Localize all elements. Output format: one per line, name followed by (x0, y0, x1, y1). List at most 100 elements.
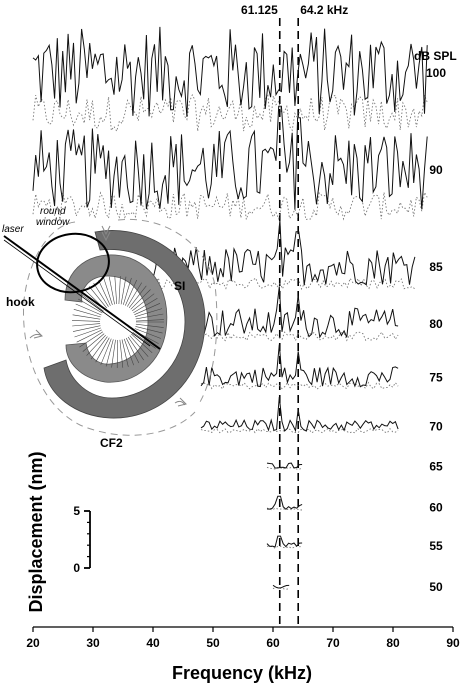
fiber-line (74, 327, 102, 338)
x-tick-label: 50 (206, 636, 220, 650)
trace-noise-floor-85 (152, 276, 416, 291)
x-axis-label: Frequency (kHz) (172, 663, 312, 683)
fiber-line (75, 303, 102, 316)
fiber-line (125, 337, 140, 364)
trace-60 (266, 495, 303, 510)
fiber-line (88, 286, 107, 309)
inset-outline-dashed-top (117, 218, 218, 403)
trace-noise-floor-60 (266, 507, 303, 511)
scale-bar-label-5: 5 (73, 504, 80, 518)
fiber-line (72, 325, 101, 332)
fiber-line (134, 303, 161, 315)
fiber-line (129, 335, 149, 357)
si-label: SI (174, 279, 185, 293)
trace-80 (200, 286, 399, 339)
level-label-100: 100 (426, 66, 446, 80)
scale-bar: 5 0 (73, 504, 91, 575)
fiber-line (100, 338, 112, 365)
fiber-line (123, 338, 134, 366)
level-labels: 100 90 85 80 75 70 65 60 55 50 (426, 66, 446, 594)
fiber-line (72, 314, 101, 320)
fiber-line (93, 282, 109, 307)
fiber-line (133, 298, 158, 313)
trace-65 (266, 462, 303, 469)
fiber-line (128, 285, 147, 308)
fiber-line (72, 323, 101, 327)
trace-noise-floor-80 (200, 331, 399, 342)
fiber-line (135, 326, 163, 334)
marker-label: 61.125 (241, 3, 278, 17)
round-window-label-line1: round (40, 206, 66, 217)
trace-noise-floor-50 (272, 586, 290, 590)
cochlea-inset: laser round window hook SI CF2 (2, 206, 218, 450)
x-tick-label: 60 (266, 636, 280, 650)
level-label-90: 90 (429, 163, 443, 177)
trace-70 (200, 396, 399, 433)
fiber-line (82, 333, 105, 352)
x-axis: 20 30 40 50 60 70 80 90 (26, 626, 460, 650)
fiber-line (130, 289, 151, 310)
fiber-line (79, 331, 104, 348)
fiber-line (127, 282, 142, 307)
level-label-75: 75 (429, 370, 443, 384)
level-label-55: 55 (429, 539, 443, 553)
x-tick-label: 20 (26, 636, 40, 650)
fiber-line (90, 336, 108, 360)
fiber-line (132, 293, 155, 312)
arrow-top (101, 225, 111, 242)
x-tick-label: 90 (446, 636, 460, 650)
fiber-line (116, 339, 118, 369)
fiber-line (71, 320, 101, 322)
fiber-line (103, 278, 113, 305)
x-tick-label: 30 (86, 636, 100, 650)
level-unit-label: dB SPL (414, 49, 457, 63)
fiber-line (121, 339, 129, 367)
laser-beam (3, 235, 161, 350)
fiber-line (135, 308, 163, 317)
trace-noise-floor-65 (266, 466, 303, 470)
level-label-70: 70 (429, 420, 443, 434)
x-tick-label: 80 (386, 636, 400, 650)
fiber-line (114, 276, 117, 305)
fiber-line (98, 280, 111, 306)
fiber-line (111, 339, 116, 368)
fiber-line (123, 277, 132, 305)
marker-labels: 61.125 64.2 kHz (241, 3, 348, 17)
trace-75 (200, 344, 399, 388)
trace-90 (32, 105, 428, 210)
trace-85 (152, 220, 416, 286)
trace-100 (32, 26, 428, 117)
fiber-line (108, 276, 115, 305)
x-tick-label: 40 (146, 636, 160, 650)
arrow-left (29, 329, 43, 339)
level-label-80: 80 (429, 317, 443, 331)
cochlea-outer-ring (43, 230, 206, 419)
fiber-line (135, 319, 164, 322)
trace-50 (272, 584, 290, 589)
trace-noise-floor-70 (200, 427, 399, 434)
cochlea-fibers (71, 276, 164, 369)
fiber-line (125, 279, 137, 306)
trace-noise-floor-75 (200, 381, 399, 390)
x-tick-label: 70 (326, 636, 340, 650)
level-label-65: 65 (429, 459, 443, 473)
fiber-line (132, 332, 156, 349)
fiber-line (95, 337, 110, 363)
y-axis-label: Displacement (nm) (26, 451, 46, 612)
trace-55 (266, 535, 303, 548)
laser-beam-edge (3, 239, 151, 347)
round-window-label-line2: window (36, 217, 70, 228)
cf2-label: CF2 (100, 436, 123, 450)
fiber-line (76, 329, 102, 343)
fiber-line (118, 276, 121, 305)
level-label-60: 60 (429, 500, 443, 514)
level-label-50: 50 (429, 580, 443, 594)
arrow-right (174, 397, 187, 407)
laser-label: laser (2, 224, 24, 235)
fiber-line (135, 323, 164, 328)
fiber-line (105, 339, 114, 367)
fiber-line (127, 336, 144, 361)
scale-bar-label-0: 0 (73, 561, 80, 575)
fiber-line (134, 328, 162, 339)
